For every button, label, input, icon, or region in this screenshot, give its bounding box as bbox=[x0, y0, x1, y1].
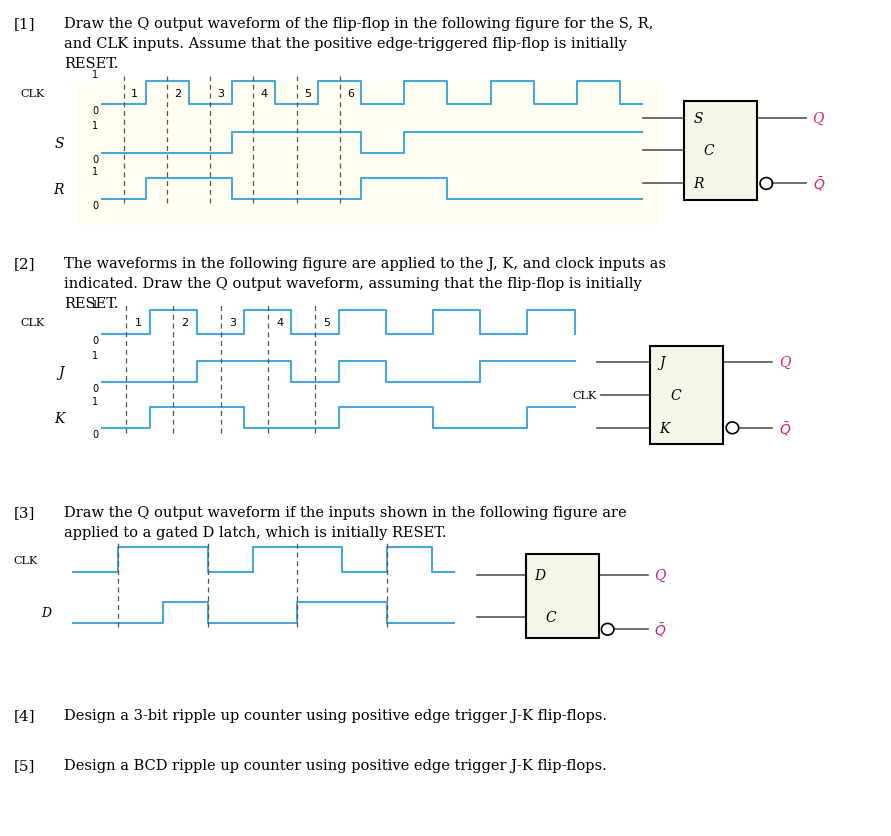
Text: Design a 3-bit ripple up counter using positive edge trigger J-K flip-flops.: Design a 3-bit ripple up counter using p… bbox=[64, 708, 607, 722]
Text: 1: 1 bbox=[92, 396, 98, 406]
Text: The waveforms in the following figure are applied to the J, K, and clock inputs : The waveforms in the following figure ar… bbox=[64, 257, 666, 271]
Text: 1: 1 bbox=[135, 318, 142, 328]
Text: 0: 0 bbox=[92, 430, 98, 440]
Text: C: C bbox=[545, 610, 556, 624]
Text: 5: 5 bbox=[304, 89, 311, 99]
Text: [4]: [4] bbox=[13, 708, 35, 722]
Polygon shape bbox=[656, 390, 664, 400]
Text: 3: 3 bbox=[217, 89, 225, 99]
Text: J: J bbox=[59, 365, 64, 380]
Bar bbox=[76, 84, 659, 226]
Text: K: K bbox=[53, 411, 64, 426]
Text: CLK: CLK bbox=[20, 89, 45, 99]
Polygon shape bbox=[690, 146, 698, 156]
Text: Draw the Q output waveform of the flip-flop in the following figure for the S, R: Draw the Q output waveform of the flip-f… bbox=[64, 17, 653, 31]
Bar bbox=[650, 346, 723, 445]
Text: 0: 0 bbox=[92, 384, 98, 394]
Bar bbox=[526, 554, 599, 638]
Text: [3]: [3] bbox=[13, 506, 35, 520]
Text: K: K bbox=[659, 421, 670, 436]
Text: 1: 1 bbox=[92, 167, 98, 177]
Text: 1: 1 bbox=[92, 299, 98, 309]
Text: C: C bbox=[670, 389, 681, 402]
Text: R: R bbox=[693, 177, 704, 191]
Text: R: R bbox=[53, 182, 64, 196]
Text: 2: 2 bbox=[182, 318, 189, 328]
Text: S: S bbox=[54, 136, 64, 150]
Text: CLK: CLK bbox=[20, 318, 45, 328]
Text: 1: 1 bbox=[131, 89, 138, 99]
Text: and CLK inputs. Assume that the positive edge-triggered flip-flop is initially: and CLK inputs. Assume that the positive… bbox=[64, 37, 627, 51]
Text: 2: 2 bbox=[175, 89, 182, 99]
Text: Q: Q bbox=[779, 355, 790, 370]
Text: D: D bbox=[41, 606, 51, 619]
Text: 1: 1 bbox=[92, 70, 98, 80]
Text: $\bar{Q}$: $\bar{Q}$ bbox=[779, 420, 791, 437]
Text: Draw the Q output waveform if the inputs shown in the following figure are: Draw the Q output waveform if the inputs… bbox=[64, 506, 626, 520]
Text: 0: 0 bbox=[92, 155, 98, 165]
Text: 0: 0 bbox=[92, 201, 98, 211]
Text: [1]: [1] bbox=[13, 17, 35, 31]
Text: 4: 4 bbox=[276, 318, 283, 328]
Text: [2]: [2] bbox=[13, 257, 35, 271]
Text: J: J bbox=[659, 355, 665, 370]
Text: D: D bbox=[535, 568, 545, 582]
Text: CLK: CLK bbox=[13, 555, 37, 565]
Text: 0: 0 bbox=[92, 335, 98, 345]
Polygon shape bbox=[531, 612, 539, 622]
Text: [5]: [5] bbox=[13, 758, 35, 772]
Text: 1: 1 bbox=[92, 350, 98, 360]
Text: $\bar{Q}$: $\bar{Q}$ bbox=[813, 176, 825, 193]
Text: CLK: CLK bbox=[573, 390, 597, 400]
Text: S: S bbox=[693, 111, 703, 125]
Text: C: C bbox=[704, 145, 715, 158]
Text: 1: 1 bbox=[92, 121, 98, 131]
Text: RESET.: RESET. bbox=[64, 297, 119, 311]
Text: 0: 0 bbox=[92, 106, 98, 116]
Text: Design a BCD ripple up counter using positive edge trigger J-K flip-flops.: Design a BCD ripple up counter using pos… bbox=[64, 758, 607, 772]
Text: 6: 6 bbox=[347, 89, 354, 99]
Bar bbox=[684, 102, 757, 201]
Text: $\bar{Q}$: $\bar{Q}$ bbox=[654, 620, 666, 639]
Text: Q: Q bbox=[654, 568, 666, 582]
Text: applied to a gated D latch, which is initially RESET.: applied to a gated D latch, which is ini… bbox=[64, 526, 446, 540]
Text: Q: Q bbox=[813, 111, 824, 125]
Text: 5: 5 bbox=[323, 318, 331, 328]
Text: 4: 4 bbox=[261, 89, 267, 99]
Text: RESET.: RESET. bbox=[64, 57, 119, 71]
Text: indicated. Draw the Q output waveform, assuming that the flip-flop is initially: indicated. Draw the Q output waveform, a… bbox=[64, 277, 642, 291]
Text: 3: 3 bbox=[229, 318, 236, 328]
